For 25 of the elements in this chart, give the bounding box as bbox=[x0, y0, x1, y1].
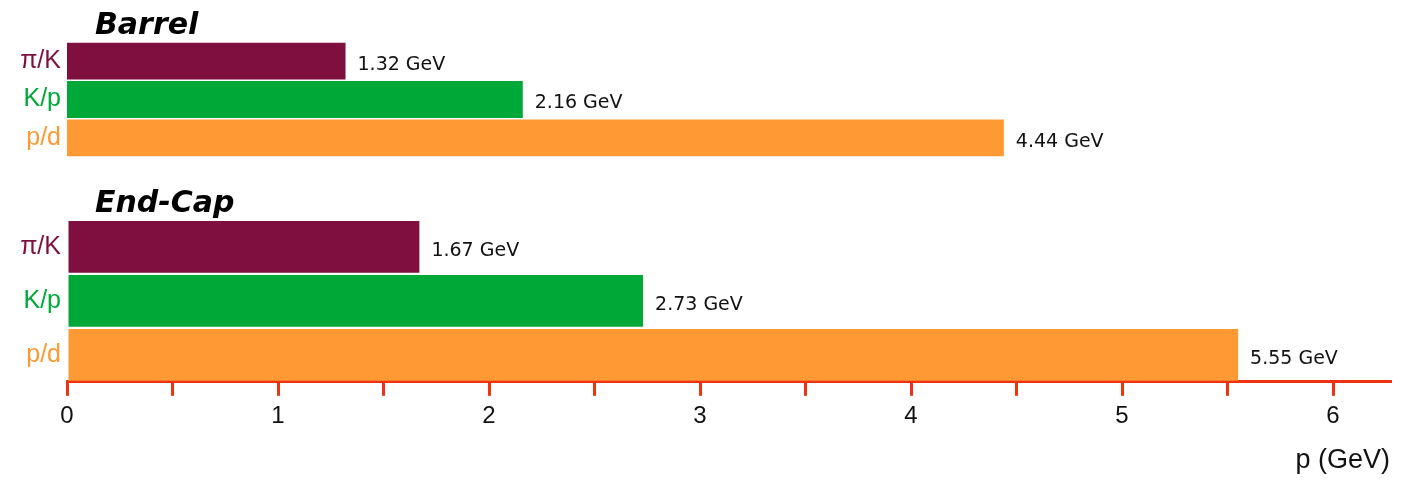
y-tick-label: K/p bbox=[23, 83, 61, 112]
y-tick-label: π/K bbox=[20, 45, 62, 74]
x-tick-label: 6 bbox=[1326, 400, 1340, 428]
chart-title: End-Cap bbox=[95, 184, 235, 219]
y-tick-label: p/d bbox=[26, 338, 61, 367]
bar bbox=[68, 328, 1239, 381]
x-tick-label: 1 bbox=[271, 400, 285, 428]
data-label: 4.44 GeV bbox=[1015, 128, 1104, 151]
y-tick-label: π/K bbox=[20, 230, 62, 259]
data-label: 1.67 GeV bbox=[431, 237, 520, 260]
data-label: 2.73 GeV bbox=[655, 291, 743, 314]
bar bbox=[68, 221, 420, 273]
x-tick-label: 4 bbox=[904, 400, 918, 428]
data-label: 2.16 GeV bbox=[534, 90, 623, 113]
chart-title: Barrel bbox=[95, 6, 200, 41]
y-tick-label: p/d bbox=[26, 121, 61, 150]
y-tick-label: K/p bbox=[23, 284, 61, 313]
data-label: 1.32 GeV bbox=[357, 52, 446, 75]
x-tick-label: 5 bbox=[1115, 400, 1129, 428]
x-tick-label: 3 bbox=[693, 400, 707, 428]
x-tick-label: 0 bbox=[60, 400, 74, 428]
x-axis-title: p (GeV) bbox=[1295, 444, 1390, 475]
x-tick-label: 2 bbox=[482, 400, 496, 428]
data-label: 5.55 GeV bbox=[1250, 345, 1338, 368]
bar bbox=[68, 275, 644, 327]
